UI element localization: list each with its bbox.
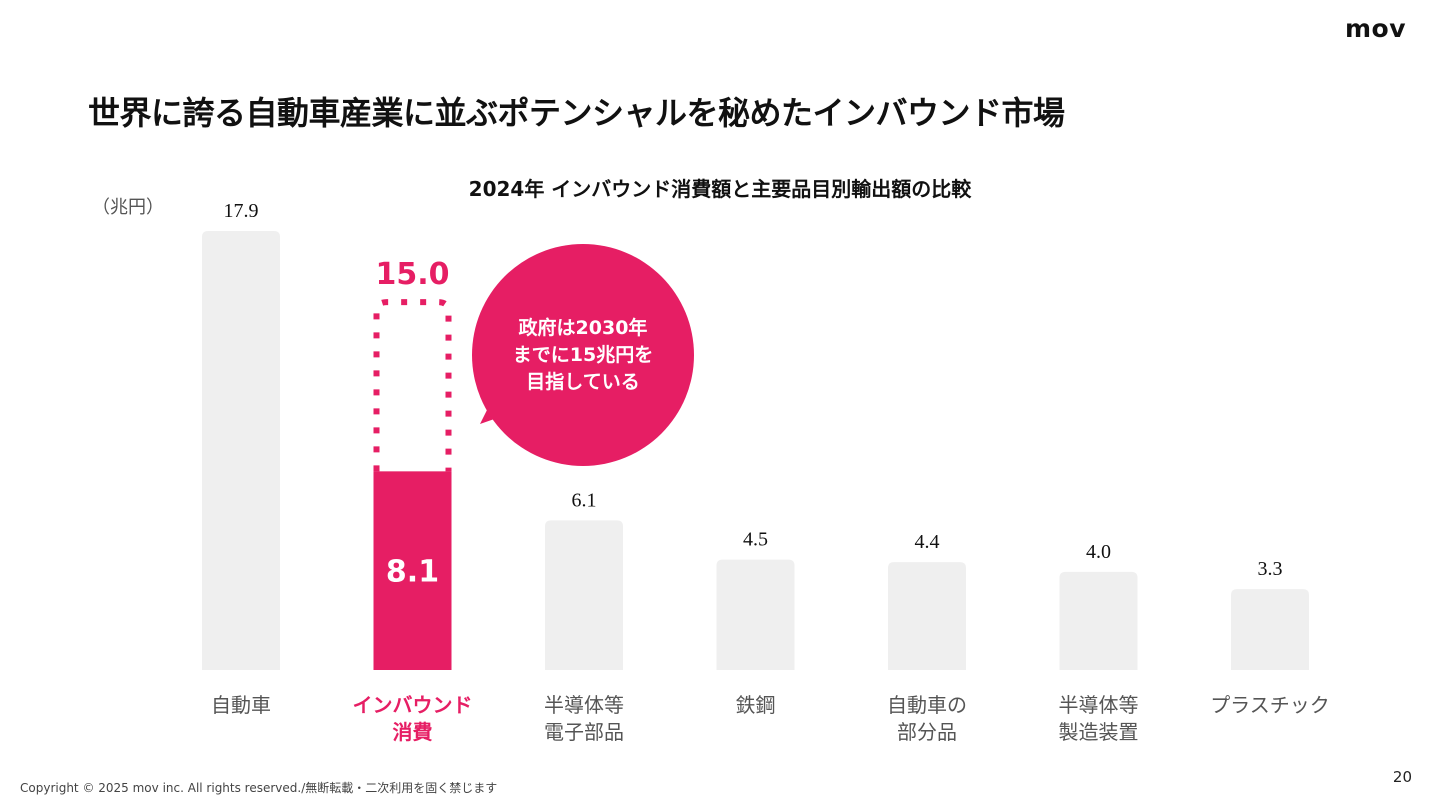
callout-text: 政府は2030年 <box>519 316 648 339</box>
category-label: 半導体等 <box>1059 693 1139 717</box>
bar-value-label: 8.1 <box>386 555 439 590</box>
bar-value-label: 4.5 <box>743 529 768 551</box>
category-label: 半導体等 <box>544 693 624 717</box>
mov-logo: mov <box>1344 14 1406 43</box>
category-label: 電子部品 <box>544 720 624 744</box>
callout-text: 目指している <box>526 371 639 393</box>
chart-title: 2024年 インバウンド消費額と主要品目別輸出額の比較 <box>468 177 972 201</box>
bar-4 <box>716 559 795 670</box>
category-label: 鉄鋼 <box>736 693 776 717</box>
bar-1 <box>202 231 280 670</box>
callout-bubble <box>472 244 694 466</box>
bar-7 <box>1231 589 1309 670</box>
bar-value-label: 4.0 <box>1086 541 1111 563</box>
unit-label: （兆円） <box>92 197 164 218</box>
category-label: 部分品 <box>897 720 957 744</box>
category-label: 製造装置 <box>1059 720 1139 744</box>
category-label: 消費 <box>393 720 433 744</box>
bar-2 <box>373 471 452 670</box>
category-label: 自動車の <box>887 693 967 717</box>
bar-value-label: 6.1 <box>572 489 597 511</box>
bar-3 <box>545 520 623 670</box>
target-value-label: 15.0 <box>375 257 449 292</box>
category-label: 自動車 <box>211 693 271 717</box>
bar-value-label: 3.3 <box>1258 558 1283 580</box>
bar-value-label: 17.9 <box>224 200 259 222</box>
bar-5 <box>888 562 966 670</box>
page-number: 20 <box>1392 768 1412 786</box>
copyright-notice: Copyright © 2025 mov inc. All rights res… <box>20 781 498 795</box>
target-outline <box>373 299 452 472</box>
callout-text: までに15兆円を <box>513 344 653 366</box>
category-label: プラスチック <box>1210 693 1330 717</box>
bar-6 <box>1059 571 1138 670</box>
bar-value-label: 4.4 <box>915 531 940 553</box>
page-title: 世界に誇る自動車産業に並ぶポテンシャルを秘めたインバウンド市場 <box>88 94 1065 132</box>
category-label: インバウンド <box>353 693 473 717</box>
